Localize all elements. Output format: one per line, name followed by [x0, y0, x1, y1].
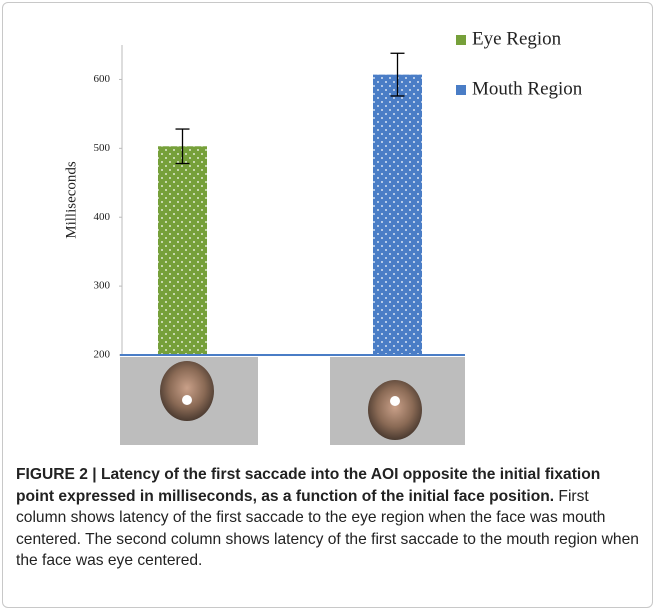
legend-label: Eye Region — [472, 28, 562, 49]
legend-swatch — [456, 35, 466, 45]
y-tick-label: 600 — [94, 73, 111, 85]
y-tick-label: 200 — [94, 349, 111, 361]
caption: FIGURE 2 | Latency of the first saccade … — [16, 464, 641, 572]
y-tick-label: 500 — [94, 142, 111, 154]
face-image — [368, 380, 422, 440]
legend-swatch — [456, 85, 466, 95]
y-tick-label: 400 — [94, 211, 111, 223]
fixation-dot — [182, 395, 192, 405]
legend-label: Mouth Region — [472, 78, 583, 99]
chart: Milliseconds 200 300 400 500 600 Eye Region Mo… — [63, 28, 583, 445]
y-tick-label: 300 — [94, 280, 111, 292]
fixation-dot — [390, 396, 400, 406]
bar-pattern — [373, 74, 422, 355]
y-axis-label: Milliseconds — [63, 161, 79, 239]
face-image — [160, 361, 214, 421]
bar-pattern — [158, 146, 207, 355]
caption-text: First column shows latency of the first … — [16, 487, 639, 570]
caption-title: FIGURE 2 | Latency of the first saccade … — [16, 466, 601, 505]
